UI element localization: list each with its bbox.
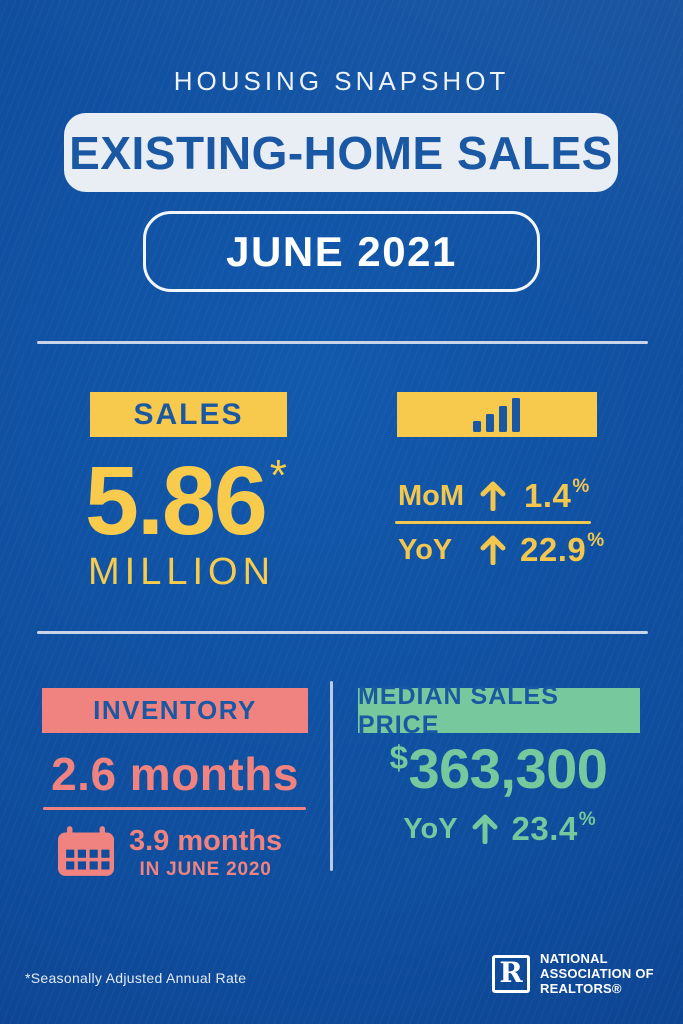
- page-title: EXISTING-HOME SALES: [69, 126, 613, 179]
- median-yoy-value: 23.4: [511, 810, 578, 847]
- inventory-prior-value: 3.9 months: [129, 825, 283, 857]
- inventory-prior-text: 3.9 months IN JUNE 2020: [129, 825, 283, 881]
- sales-number: 5.86: [85, 446, 268, 555]
- divider-middle: [37, 631, 648, 634]
- logo-line-2: ASSOCIATION OF: [540, 966, 654, 981]
- trend-badge: [397, 392, 597, 437]
- inventory-prior: 3.9 months IN JUNE 2020: [58, 825, 283, 881]
- inventory-value: 2.6 months: [51, 748, 299, 800]
- eyebrow-text: HOUSING SNAPSHOT: [173, 66, 510, 96]
- logo-text: NATIONAL ASSOCIATION OF REALTORS®: [540, 951, 654, 996]
- yoy-percent-sign: %: [587, 530, 605, 551]
- arrow-up-icon: [472, 814, 498, 844]
- arrow-up-icon: [480, 535, 506, 565]
- title-banner: EXISTING-HOME SALES: [64, 113, 618, 192]
- realtor-r-icon: R: [492, 954, 530, 993]
- yoy-value: 22.9: [520, 531, 587, 568]
- yoy-label: YoY: [398, 533, 453, 566]
- sales-value: 5.86*: [85, 452, 287, 549]
- median-price-number: 363,300: [408, 737, 608, 800]
- dollar-sign: $: [389, 739, 408, 776]
- logo-line-1: NATIONAL: [540, 951, 608, 966]
- logo-letter: R: [499, 955, 523, 989]
- trend-divider: [395, 521, 591, 524]
- arrow-up-icon: [480, 481, 506, 511]
- sales-badge-label: SALES: [133, 397, 244, 431]
- mom-value: 1.4: [524, 477, 572, 514]
- logo-line-3: REALTORS®: [540, 981, 622, 996]
- mom-percent-sign: %: [572, 476, 590, 497]
- period-label: JUNE 2021: [226, 227, 457, 275]
- bar-chart-icon: [473, 397, 520, 432]
- footnote: *Seasonally Adjusted Annual Rate: [25, 970, 247, 986]
- sales-unit: MILLION: [88, 551, 276, 593]
- inventory-divider: [43, 807, 306, 810]
- divider-top: [37, 341, 648, 344]
- sales-badge: SALES: [90, 392, 287, 437]
- median-yoy-row: YoY 23.4%: [358, 809, 640, 848]
- median-yoy-label: YoY: [403, 812, 458, 845]
- median-price-badge-label: MEDIAN SALES PRICE: [358, 681, 559, 739]
- yoy-row: YoY 22.9%: [398, 530, 605, 569]
- mom-row: MoM 1.4%: [398, 476, 590, 515]
- asterisk-mark: *: [269, 451, 287, 500]
- inventory-badge: INVENTORY: [42, 688, 308, 733]
- inventory-badge-label: INVENTORY: [93, 695, 257, 725]
- divider-vertical: [330, 681, 333, 871]
- inventory-prior-period: IN JUNE 2020: [139, 858, 272, 880]
- median-price-value: $363,300: [352, 741, 646, 797]
- calendar-icon: [58, 826, 114, 876]
- median-yoy-percent-sign: %: [578, 809, 596, 830]
- period-banner: JUNE 2021: [143, 211, 540, 292]
- nar-logo: R NATIONAL ASSOCIATION OF REALTORS®: [492, 951, 654, 996]
- median-price-badge: MEDIAN SALES PRICE: [358, 682, 640, 739]
- mom-label: MoM: [398, 479, 465, 512]
